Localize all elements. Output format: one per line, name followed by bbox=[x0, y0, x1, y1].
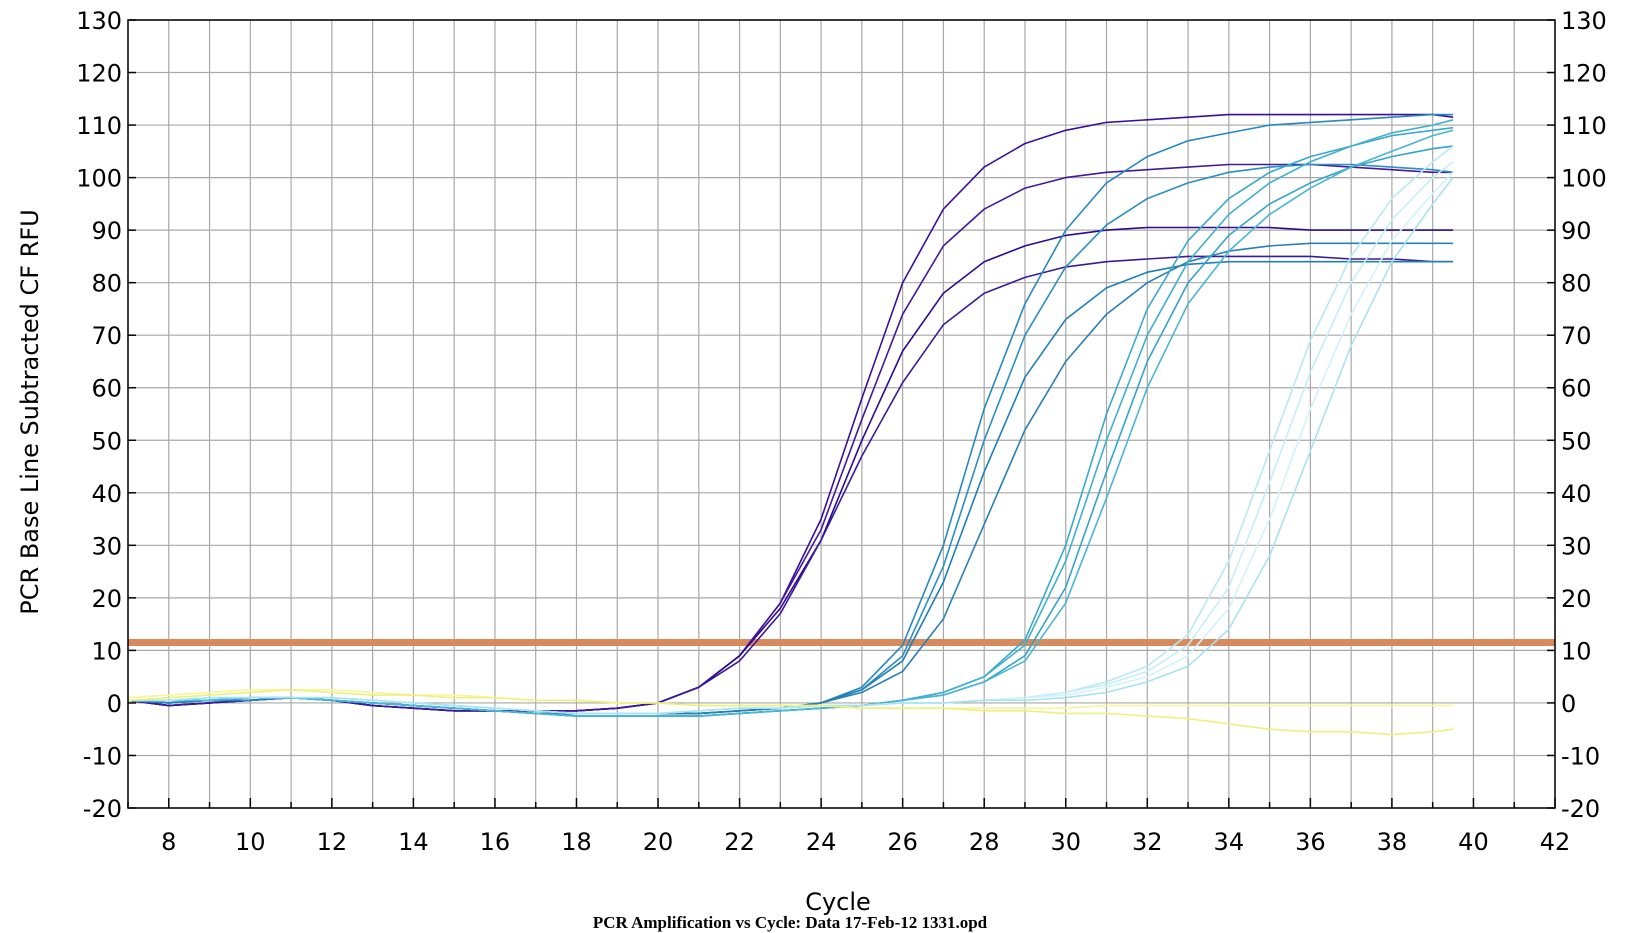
y-tick-label-right: 0 bbox=[1561, 690, 1576, 718]
x-tick-label: 28 bbox=[969, 828, 1000, 856]
series-line-4 bbox=[127, 255, 1454, 712]
y-tick-label-right: 30 bbox=[1561, 532, 1592, 560]
y-tick-label-left: 80 bbox=[91, 270, 122, 298]
series-lines bbox=[127, 113, 1454, 736]
y-tick-label-right: 120 bbox=[1561, 60, 1607, 88]
x-axis-title: Cycle bbox=[805, 888, 871, 916]
x-tick-label: 40 bbox=[1458, 828, 1489, 856]
plot-area-border bbox=[127, 19, 1556, 809]
y-tick-label-right: 100 bbox=[1561, 165, 1607, 193]
y-tick-label-right: -10 bbox=[1561, 742, 1600, 770]
x-tick-label: 30 bbox=[1050, 828, 1081, 856]
x-tick-label: 10 bbox=[235, 828, 266, 856]
y-tick-label-right: 130 bbox=[1561, 7, 1607, 35]
y-tick-label-left: 60 bbox=[91, 375, 122, 403]
y-tick-label-left: 20 bbox=[91, 585, 122, 613]
x-tick-label: 14 bbox=[398, 828, 429, 856]
tick-marks bbox=[127, 19, 1556, 809]
x-tick-label: 26 bbox=[887, 828, 918, 856]
plot-frame bbox=[127, 19, 1556, 809]
x-tick-label: 16 bbox=[480, 828, 511, 856]
chart-caption: PCR Amplification vs Cycle: Data 17-Feb-… bbox=[593, 913, 988, 932]
x-tick-label: 12 bbox=[317, 828, 348, 856]
x-tick-label: 22 bbox=[724, 828, 755, 856]
y-tick-label-left: 50 bbox=[91, 427, 122, 455]
y-tick-labels-right: -20 -10 0 10 20 30 40 50 60 70 80 90 100 110 120 130 bbox=[1561, 7, 1607, 823]
y-tick-label-left: 100 bbox=[76, 165, 122, 193]
y-tick-label-right: 50 bbox=[1561, 427, 1592, 455]
y-tick-label-left: 70 bbox=[91, 322, 122, 350]
y-tick-label-right: 110 bbox=[1561, 112, 1607, 140]
y-tick-label-left: 110 bbox=[76, 112, 122, 140]
y-tick-label-left: 130 bbox=[76, 7, 122, 35]
x-tick-label: 32 bbox=[1132, 828, 1163, 856]
y-tick-label-left: 0 bbox=[107, 690, 122, 718]
series-line-16 bbox=[128, 177, 1454, 715]
x-tick-label: 20 bbox=[643, 828, 674, 856]
y-tick-label-right: 90 bbox=[1561, 217, 1592, 245]
x-tick-labels: 8 10 12 14 16 18 20 22 24 26 28 30 32 34 36 38 40 42 bbox=[161, 828, 1570, 856]
y-tick-label-right: 60 bbox=[1561, 375, 1592, 403]
series-line-18 bbox=[127, 688, 1454, 736]
y-tick-label-left: 90 bbox=[91, 217, 122, 245]
y-tick-label-left: 10 bbox=[91, 637, 122, 665]
x-tick-label: 8 bbox=[161, 828, 176, 856]
x-tick-label: 24 bbox=[806, 828, 837, 856]
y-tick-label-right: 80 bbox=[1561, 270, 1592, 298]
y-tick-labels-left: -20 -10 0 10 20 30 40 50 60 70 80 90 100 110 120 130 bbox=[76, 7, 122, 823]
y-tick-label-right: -20 bbox=[1561, 795, 1600, 823]
x-tick-label: 38 bbox=[1377, 828, 1408, 856]
x-tick-label: 18 bbox=[561, 828, 592, 856]
gridlines bbox=[127, 19, 1556, 809]
series-line-12 bbox=[128, 129, 1454, 717]
y-axis-title: PCR Base Line Subtracted CF RFU bbox=[16, 209, 44, 614]
y-tick-label-right: 40 bbox=[1561, 480, 1592, 508]
y-tick-label-left: -10 bbox=[83, 742, 122, 770]
y-tick-label-left: -20 bbox=[83, 795, 122, 823]
x-tick-label: 36 bbox=[1295, 828, 1326, 856]
y-tick-label-right: 70 bbox=[1561, 322, 1592, 350]
y-tick-label-right: 10 bbox=[1561, 637, 1592, 665]
x-tick-label: 34 bbox=[1214, 828, 1245, 856]
y-tick-label-left: 120 bbox=[76, 60, 122, 88]
y-tick-label-right: 20 bbox=[1561, 585, 1592, 613]
x-tick-label: 42 bbox=[1540, 828, 1571, 856]
y-tick-label-left: 30 bbox=[91, 532, 122, 560]
y-tick-label-left: 40 bbox=[91, 480, 122, 508]
